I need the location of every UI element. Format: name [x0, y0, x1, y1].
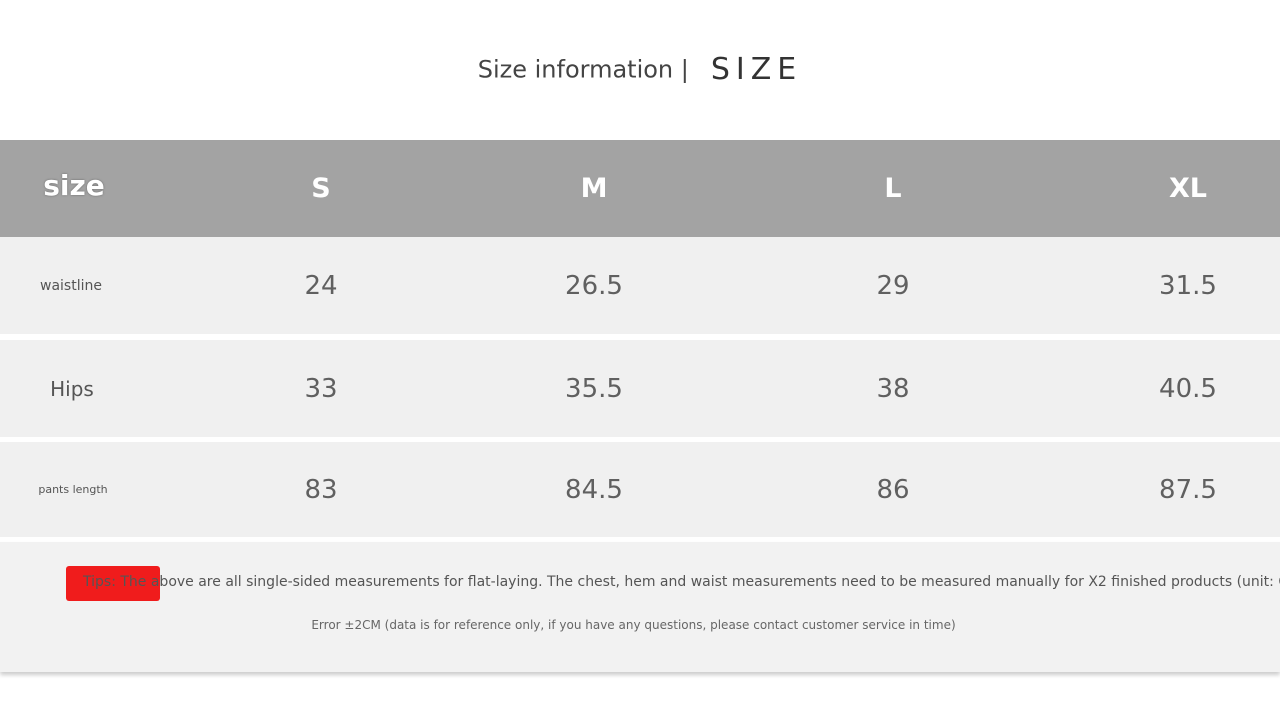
cell-value: 87.5: [1159, 474, 1217, 505]
header-l: L: [884, 173, 902, 204]
header-xl: XL: [1168, 173, 1208, 204]
table-row: waistline 24 26.5 29 31.5: [0, 237, 1280, 334]
cell-value: 29: [876, 270, 910, 301]
cell-value: 31.5: [1159, 270, 1217, 301]
notes-panel: Tips: The above are all single-sided mea…: [0, 542, 1280, 672]
cell-value: 38: [876, 373, 910, 404]
cell-value: 40.5: [1159, 373, 1217, 404]
table-row: pants length 83 84.5 86 87.5: [0, 442, 1280, 537]
title-size-word: SIZE: [710, 52, 803, 87]
cell-value: 35.5: [565, 373, 623, 404]
table-header: size S M L XL: [0, 140, 1280, 237]
row-label-waistline: waistline: [40, 277, 102, 294]
cell-value: 86: [876, 474, 910, 505]
cell-value: 24: [304, 270, 338, 301]
header-m: M: [580, 173, 608, 204]
cell-value: 83: [304, 474, 338, 505]
header-s: S: [311, 173, 331, 204]
tips-badge: [66, 566, 160, 601]
cell-value: 33: [304, 373, 338, 404]
header-size-label: size: [43, 169, 105, 202]
tips-text: Tips: The above are all single-sided mea…: [83, 574, 1280, 590]
cell-value: 26.5: [565, 270, 623, 301]
row-label-hips: Hips: [50, 376, 94, 401]
page-title: Size information | SIZE: [0, 52, 1280, 87]
cell-value: 84.5: [565, 474, 623, 505]
table-row: Hips 33 35.5 38 40.5: [0, 340, 1280, 437]
title-label: Size information |: [477, 55, 689, 84]
error-note: Error ±2CM (data is for reference only, …: [311, 618, 956, 632]
row-label-pants-length: pants length: [38, 483, 108, 496]
